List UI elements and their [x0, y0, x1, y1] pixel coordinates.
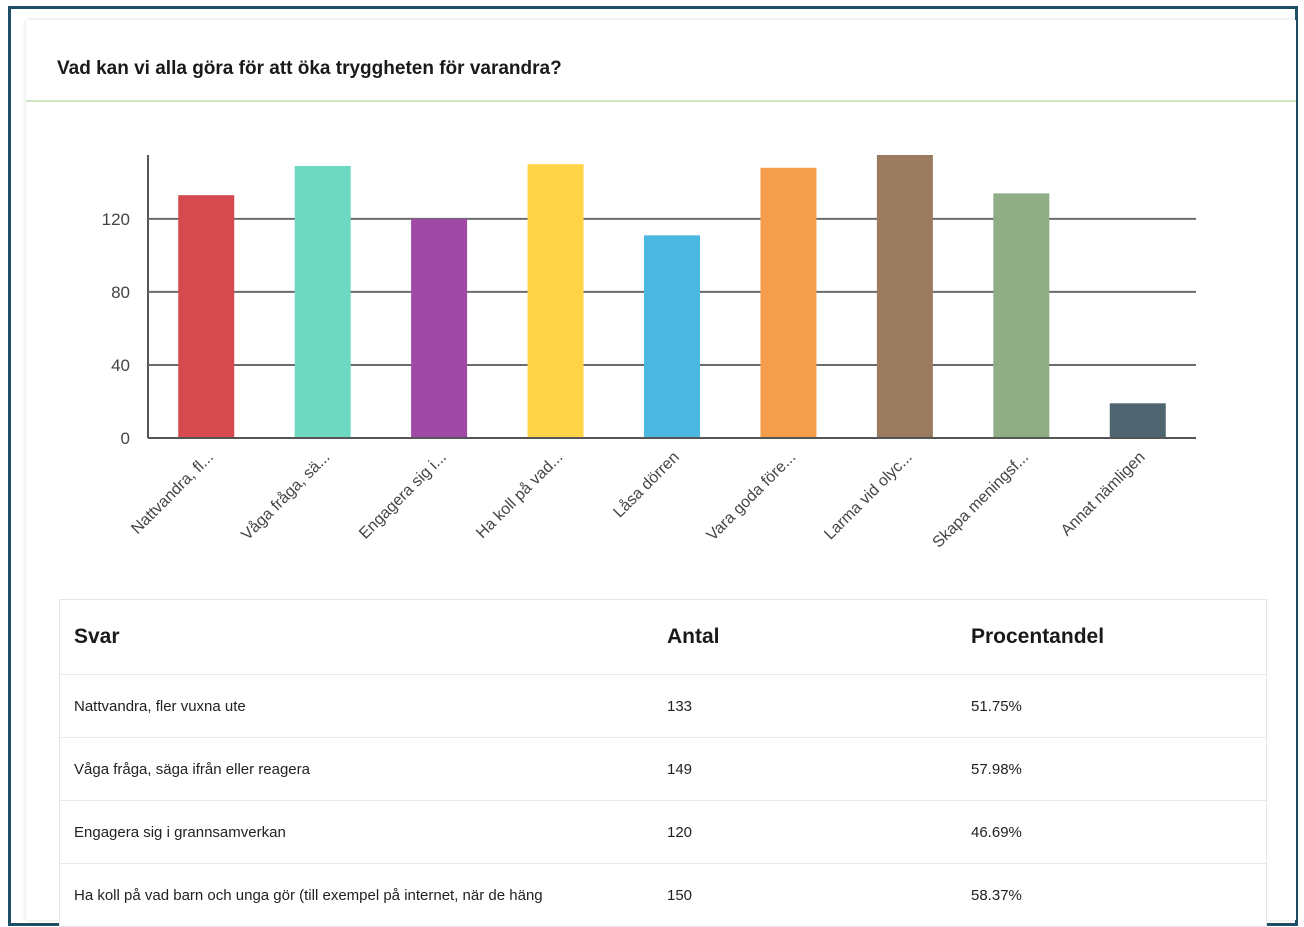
bar [876, 155, 933, 438]
row-percent: 58.37% [971, 886, 1022, 904]
x-category-label: Låsa dörren [610, 448, 683, 521]
table-header-row: Svar Antal Procentandel [60, 600, 1266, 675]
bar [993, 193, 1050, 438]
y-tick-label: 0 [121, 429, 130, 448]
row-answer: Våga fråga, säga ifrån eller reagera [74, 760, 310, 778]
y-tick-label: 80 [111, 283, 130, 302]
bar [1109, 403, 1166, 438]
bar [760, 167, 817, 438]
bar [294, 165, 351, 438]
table-row: Ha koll på vad barn och unga gör (till e… [60, 864, 1266, 927]
header-svar: Svar [74, 625, 120, 648]
results-table: Svar Antal Procentandel Nattvandra, fler… [59, 599, 1267, 927]
bar [178, 195, 235, 438]
bar-chart: 0 40 80 120 Nattvandra, fl... Våga fråga, sä.… [102, 155, 1196, 552]
x-category-label: Ha koll på vad... [473, 448, 567, 542]
bar [644, 235, 700, 438]
row-count: 149 [667, 760, 693, 778]
row-percent: 51.75% [971, 697, 1022, 715]
bar [527, 164, 584, 438]
row-count: 133 [667, 697, 693, 715]
row-count: 120 [667, 823, 693, 841]
row-count: 150 [667, 886, 693, 904]
y-tick-label: 40 [111, 356, 130, 375]
x-category-label: Vara goda före... [704, 449, 799, 544]
x-category-label: Nattvandra, fl... [128, 449, 217, 538]
header-procentandel: Procentandel [971, 625, 1105, 648]
table-row: Nattvandra, fler vuxna ute 133 51.75% [60, 675, 1266, 738]
table-row: Våga fråga, säga ifrån eller reagera 149… [60, 738, 1266, 801]
header-antal: Antal [667, 625, 720, 648]
x-category-label: Engagera sig i... [356, 449, 450, 543]
row-percent: 57.98% [971, 760, 1022, 778]
question-title: Vad kan vi alla göra för att öka trygghe… [57, 58, 562, 79]
x-category-label: Skapa meningsf... [930, 449, 1033, 552]
x-category-label: Annat nämligen [1058, 449, 1149, 540]
row-answer: Nattvandra, fler vuxna ute [74, 697, 246, 715]
divider [26, 100, 1296, 102]
y-tick-label: 120 [102, 210, 130, 229]
x-category-label: Våga fråga, sä... [238, 448, 334, 544]
row-answer: Engagera sig i grannsamverkan [74, 823, 286, 841]
bar [411, 218, 468, 438]
x-category-label: Larma vid olyc... [821, 449, 915, 543]
table-row: Engagera sig i grannsamverkan 120 46.69% [60, 801, 1266, 864]
row-answer: Ha koll på vad barn och unga gör (till e… [74, 886, 543, 904]
row-percent: 46.69% [971, 823, 1022, 841]
